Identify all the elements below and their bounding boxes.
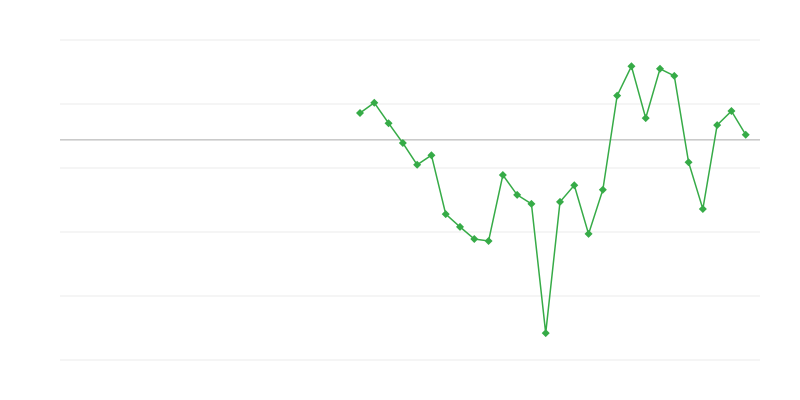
point-marker [484,236,493,245]
point-marker [456,222,464,231]
point-marker [513,190,522,199]
point-marker [598,185,607,194]
point-marker [556,197,564,206]
point-marker [713,121,722,130]
point-marker [527,199,536,208]
point-marker [584,229,593,238]
point-marker [627,62,636,71]
point-marker [656,64,664,73]
point-marker [698,204,707,213]
point-marker [670,71,679,80]
point-marker [727,107,736,116]
point-marker [684,158,693,167]
point-marker [498,171,507,180]
point-marker [441,210,450,219]
point-marker [398,139,407,148]
point-marker [356,108,364,117]
point-marker [541,329,550,338]
series-line [359,64,747,334]
point-marker [470,235,479,244]
point-marker [370,98,379,107]
point-marker [613,91,622,100]
point-marker [741,130,750,139]
point-marker [384,119,393,128]
point-marker [413,160,422,169]
point-marker [641,114,650,123]
point-marker [427,151,436,160]
point-marker [570,181,579,190]
